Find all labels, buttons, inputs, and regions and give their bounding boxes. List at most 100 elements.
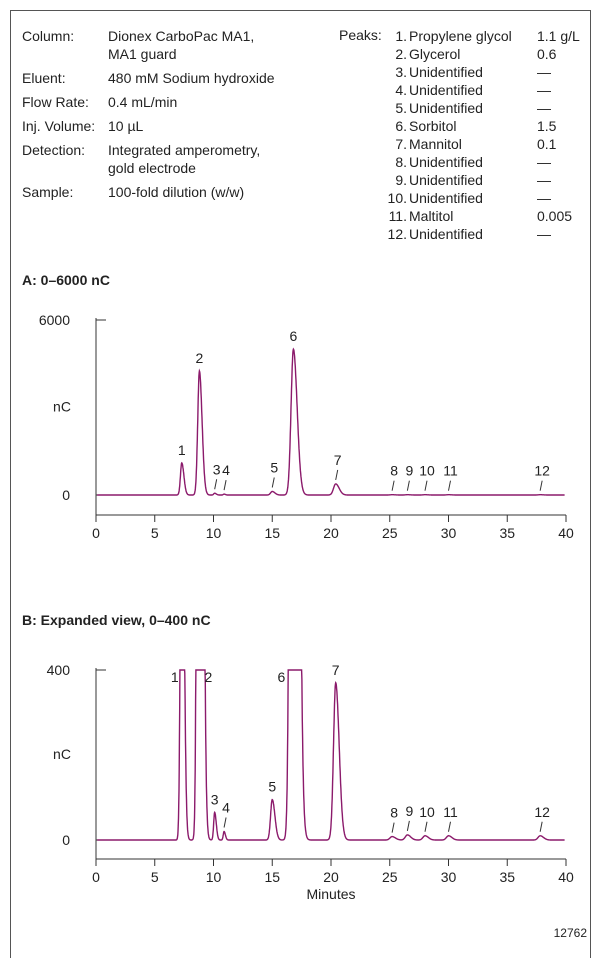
peak-pointer (391, 480, 395, 491)
figure-frame (10, 10, 591, 958)
x-tick-label: 35 (499, 525, 515, 541)
y-axis-label: nC (53, 746, 71, 762)
y-tick-label: 400 (47, 662, 71, 678)
peak-amount: — (537, 154, 551, 170)
peak-name: Propylene glycol (409, 28, 512, 44)
chromatogram-trace (97, 347, 565, 496)
peak-number: 3. (395, 64, 407, 80)
condition-value: Dionex CarboPac MA1, (108, 28, 255, 44)
peak-name: Unidentified (409, 100, 483, 116)
x-tick-label: 20 (323, 869, 339, 885)
peak-name: Unidentified (409, 190, 483, 206)
peak-number: 2. (395, 46, 407, 62)
peak-amount: — (537, 64, 551, 80)
peak-amount: 0.6 (537, 46, 557, 62)
peak-pointer (335, 469, 339, 481)
peak-number: 4. (395, 82, 407, 98)
condition-label: Eluent: (22, 70, 66, 86)
x-tick-label: 5 (151, 525, 159, 541)
y-tick-label: 6000 (39, 312, 70, 328)
peak-pointer (448, 480, 451, 491)
peak-name: Mannitol (409, 136, 462, 152)
peak-number: 10. (387, 190, 407, 206)
x-tick-label: 35 (499, 869, 515, 885)
x-tick-label: 40 (558, 869, 574, 885)
peak-label: 4 (222, 800, 230, 816)
figure-number: 12762 (553, 926, 587, 940)
peak-pointer (406, 480, 410, 491)
x-tick-label: 30 (441, 525, 457, 541)
peak-label: 1 (178, 442, 186, 458)
peak-name: Glycerol (409, 46, 461, 62)
peak-label: 10 (419, 804, 435, 820)
condition-value: 100-fold dilution (w/w) (108, 184, 245, 200)
peaks-label: Peaks: (339, 27, 382, 43)
y-axis-label: nC (53, 399, 71, 415)
peak-label: 2 (205, 669, 213, 685)
peak-number: 6. (395, 118, 407, 134)
peak-name: Unidentified (409, 226, 483, 242)
peak-amount: — (537, 82, 551, 98)
peak-pointer (214, 479, 218, 490)
x-tick-label: 30 (441, 869, 457, 885)
peak-amount: 0.1 (537, 136, 557, 152)
peak-label: 11 (443, 463, 458, 479)
peak-name: Unidentified (409, 82, 483, 98)
peak-label: 12 (534, 463, 550, 479)
peak-label: 12 (534, 804, 550, 820)
peak-label: 7 (334, 452, 342, 468)
peak-pointer (223, 817, 227, 828)
x-tick-label: 10 (206, 525, 222, 541)
peak-label: 6 (290, 328, 298, 344)
x-tick-label: 0 (92, 869, 100, 885)
peak-pointer (539, 480, 543, 491)
peak-label: 9 (405, 463, 413, 479)
peak-amount: — (537, 226, 551, 242)
x-tick-label: 15 (264, 869, 280, 885)
peak-number: 9. (395, 172, 407, 188)
peak-pointer (448, 821, 451, 832)
peak-name: Unidentified (409, 154, 483, 170)
peak-number: 12. (387, 226, 407, 242)
peak-label: 5 (268, 779, 276, 795)
peak-label: 8 (390, 463, 398, 479)
peak-label: 9 (405, 803, 413, 819)
x-tick-label: 10 (206, 869, 222, 885)
y-tick-label: 0 (62, 832, 70, 848)
peak-number: 7. (395, 136, 407, 152)
condition-label: Inj. Volume: (22, 118, 96, 134)
peak-name: Maltitol (409, 208, 454, 224)
x-tick-label: 5 (151, 869, 159, 885)
condition-value: gold electrode (108, 160, 196, 176)
peak-amount: — (537, 172, 551, 188)
peak-label: 10 (419, 463, 435, 479)
peak-pointer (223, 480, 227, 491)
condition-label: Flow Rate: (22, 94, 89, 110)
peak-number: 11. (388, 208, 407, 224)
peak-pointer (406, 820, 410, 831)
peak-number: 5. (395, 100, 407, 116)
peak-label: 1 (171, 669, 179, 685)
condition-value: 10 µL (108, 118, 144, 134)
peak-number: 1. (395, 28, 407, 44)
peak-amount: 0.005 (537, 208, 573, 224)
peak-label: 2 (196, 350, 204, 366)
peak-amount: — (537, 100, 551, 116)
x-tick-label: 25 (382, 525, 398, 541)
peak-label: 6 (278, 669, 286, 685)
peak-amount: — (537, 190, 551, 206)
x-tick-label: 20 (323, 525, 339, 541)
chromatogram-trace (97, 669, 565, 841)
x-tick-label: 40 (558, 525, 574, 541)
peak-amount: 1.1 g/L (537, 28, 580, 44)
peak-pointer (271, 477, 275, 488)
peak-label: 5 (270, 460, 278, 476)
peak-label: 11 (443, 804, 458, 820)
peak-name: Sorbitol (409, 118, 457, 134)
x-axis-label: Minutes (306, 886, 355, 902)
peak-name: Unidentified (409, 64, 483, 80)
condition-label: Sample: (22, 184, 74, 200)
peak-pointer (539, 821, 543, 832)
